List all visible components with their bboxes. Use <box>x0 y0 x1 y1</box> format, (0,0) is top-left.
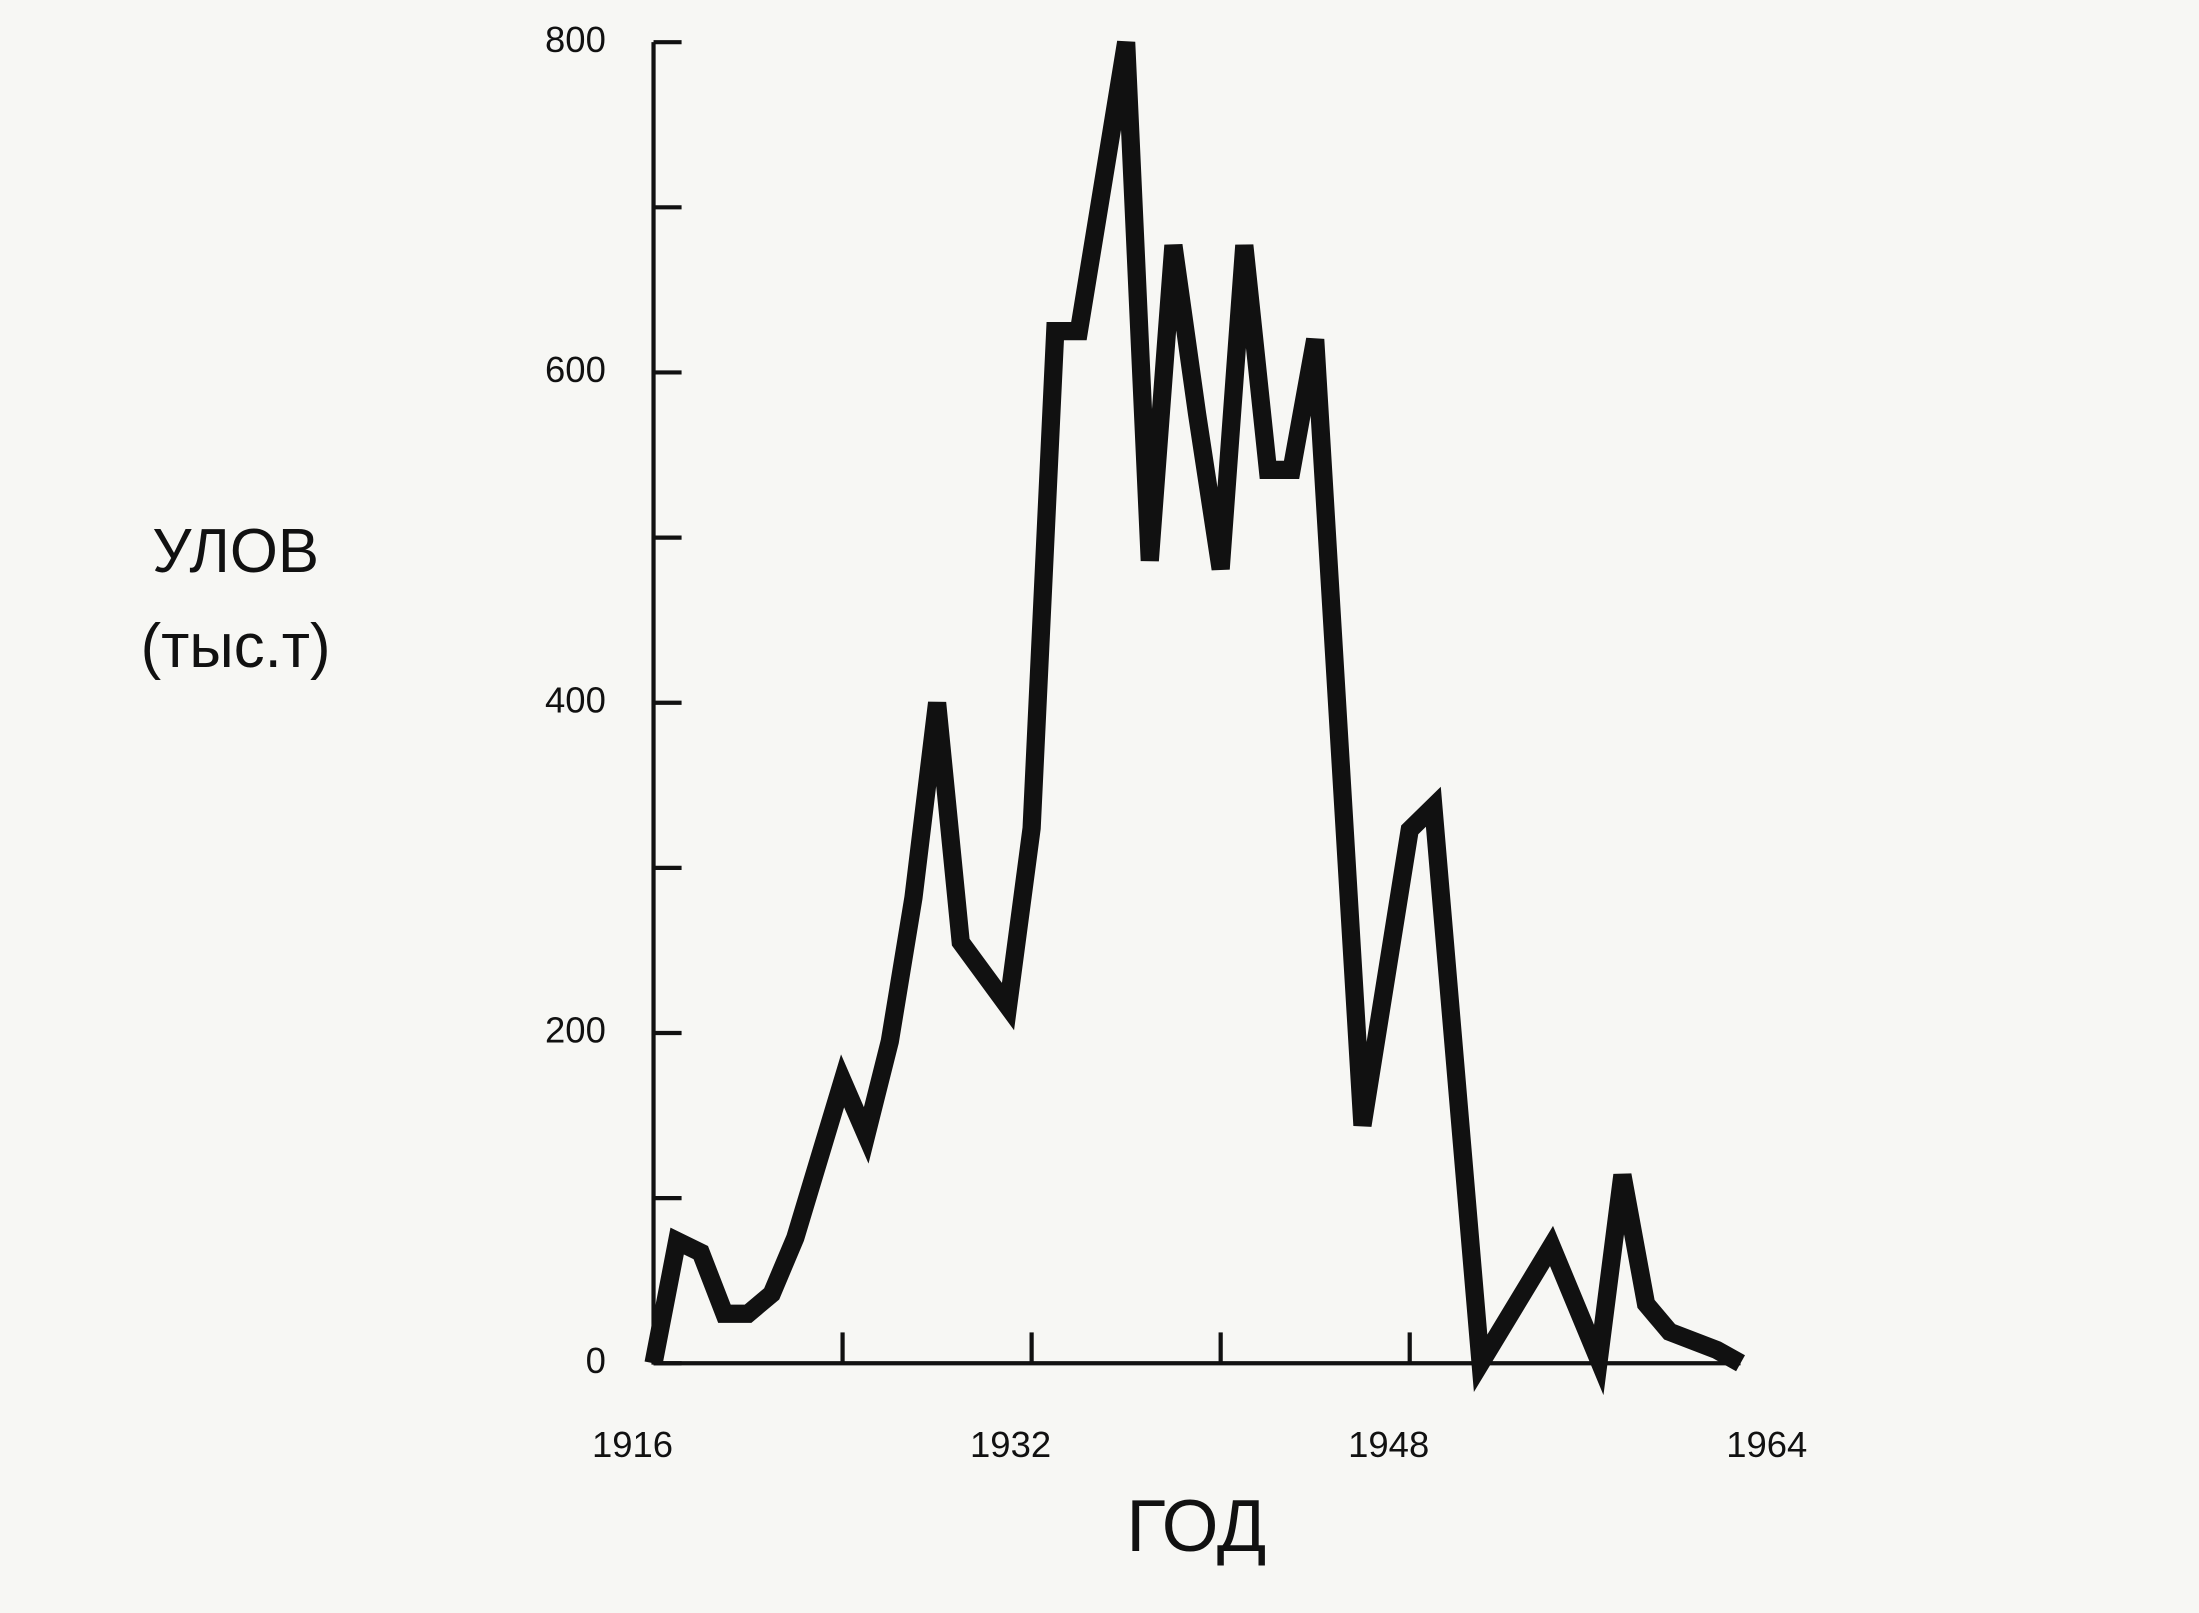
x-tick-label: 1964 <box>1726 1424 1807 1465</box>
y-axis-label: (тыс.т) <box>141 612 331 681</box>
y-tick-label: 400 <box>545 679 606 720</box>
y-axis-label: УЛОВ <box>152 517 319 586</box>
y-tick-label: 200 <box>545 1010 606 1051</box>
y-tick-label: 600 <box>545 349 606 390</box>
x-tick-label: 1948 <box>1348 1424 1429 1465</box>
x-tick-label: 1916 <box>592 1424 673 1465</box>
y-tick-label: 0 <box>586 1340 606 1381</box>
x-axis-label: ГОД <box>1126 1486 1266 1567</box>
x-tick-label: 1932 <box>970 1424 1051 1465</box>
y-tick-label: 800 <box>545 19 606 60</box>
line <box>644 40 1745 1396</box>
